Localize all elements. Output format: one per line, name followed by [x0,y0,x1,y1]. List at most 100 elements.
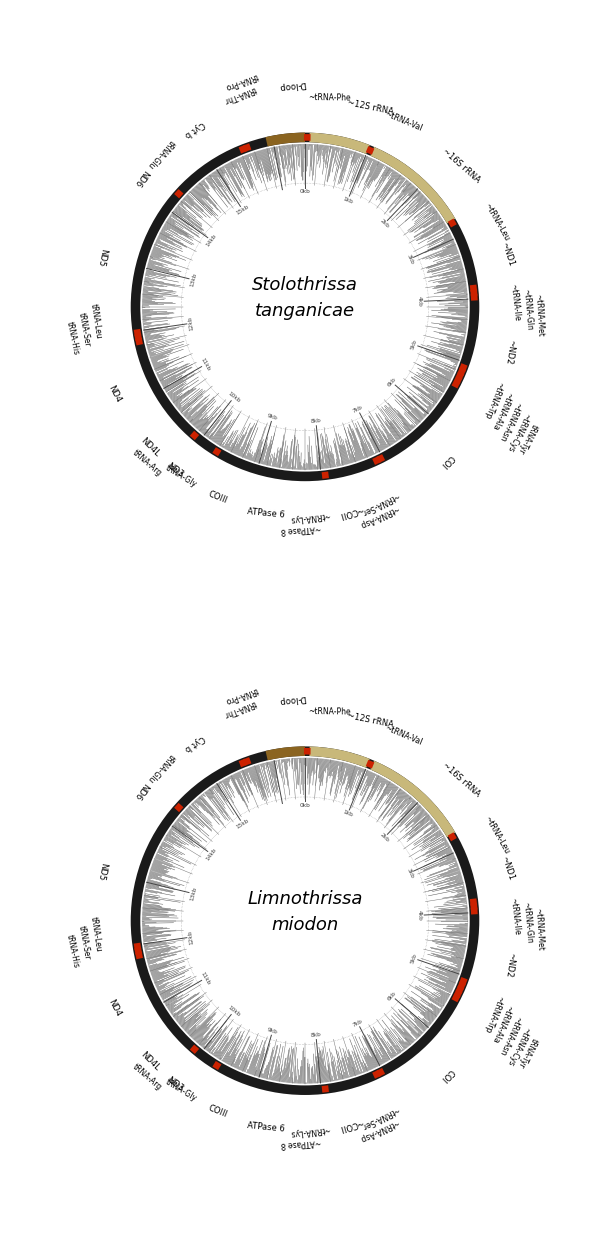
Wedge shape [265,133,305,146]
Text: 11kb: 11kb [199,357,211,372]
Text: 11kb: 11kb [199,971,211,986]
Text: 3kb: 3kb [405,253,414,265]
Text: 10kb: 10kb [227,391,241,404]
Text: ND4L: ND4L [138,436,160,459]
Text: ~ND1: ~ND1 [500,854,516,882]
Bar [448,832,457,841]
Text: ~tRNA-Ile: ~tRNA-Ile [508,898,522,935]
Bar [451,379,461,388]
Text: COIII: COIII [207,490,229,505]
Wedge shape [131,746,479,1095]
Text: ~tRNA-Val: ~tRNA-Val [384,723,423,746]
Text: ~tRNA-Ala: ~tRNA-Ala [490,1003,514,1044]
Text: ND4: ND4 [107,998,123,1018]
Text: ~tRNA-Ala: ~tRNA-Ala [490,389,514,430]
Text: COI: COI [439,453,455,469]
Wedge shape [309,133,370,154]
Text: 6kb: 6kb [387,377,397,388]
Bar [470,289,478,296]
Bar [304,134,310,141]
Bar [451,993,461,1002]
Bar [366,760,375,769]
Text: 3kb: 3kb [405,867,414,879]
Bar [471,908,478,915]
Text: 5kb: 5kb [409,952,418,965]
Text: 12kb: 12kb [188,930,195,945]
Text: ~tRNA-Trp: ~tRNA-Trp [482,993,504,1034]
Text: 2kb: 2kb [379,832,390,843]
Text: 4kb: 4kb [417,910,423,921]
Text: 14kb: 14kb [205,847,218,862]
Text: ATPase 6: ATPase 6 [247,507,285,520]
Text: Limnothrissa
miodon: Limnothrissa miodon [247,890,363,934]
Bar [321,471,329,479]
Wedge shape [309,746,370,768]
Bar [459,977,468,986]
Bar [470,284,477,291]
Text: ND5: ND5 [95,862,108,882]
Text: 7kb: 7kb [352,404,364,414]
Text: 12kb: 12kb [188,316,195,331]
Bar [243,758,251,765]
Text: ND6: ND6 [131,781,149,801]
Text: ATPase 6: ATPase 6 [247,1121,285,1133]
Text: tRNA-Arg: tRNA-Arg [131,449,163,479]
Bar [190,1044,199,1054]
Bar [239,145,247,154]
Text: tRNA-Thr: tRNA-Thr [222,698,257,719]
Bar [190,430,199,440]
Text: ~12S rRNA: ~12S rRNA [346,712,394,730]
Bar [134,947,142,955]
Text: tRNA-Glu: tRNA-Glu [146,751,176,784]
Text: tRNA-Arg: tRNA-Arg [131,1063,163,1092]
Text: 2kb: 2kb [379,218,390,229]
Text: tRNA-Glu: tRNA-Glu [146,138,176,170]
Text: ~tRNA-Cys: ~tRNA-Cys [504,1024,531,1066]
Wedge shape [370,760,455,837]
Text: 5kb: 5kb [409,339,418,351]
Text: ~tRNA-Phe: ~tRNA-Phe [307,707,351,717]
Text: ND4L: ND4L [138,1050,160,1073]
Text: 14kb: 14kb [205,233,218,248]
Bar [456,372,464,381]
Text: ~COII: ~COII [337,503,364,520]
Text: ~ND2: ~ND2 [503,339,516,365]
Text: tRNA-Pro: tRNA-Pro [224,686,259,706]
Text: Cyt b: Cyt b [183,119,206,139]
Text: 13kb: 13kb [189,272,198,288]
Text: ~ND2: ~ND2 [503,952,516,978]
Text: ~tRNA-Asp: ~tRNA-Asp [358,1117,400,1143]
Bar [174,188,184,198]
Bar [134,942,142,950]
Bar [134,329,142,336]
Text: ~tRNA-Asp: ~tRNA-Asp [358,503,400,529]
Text: Stolothrissa
tanganicae: Stolothrissa tanganicae [252,277,358,320]
Bar [448,218,457,227]
Text: ~tRNA-Val: ~tRNA-Val [384,109,423,133]
Bar [135,337,143,346]
Text: ~tRNA-Leu: ~tRNA-Leu [483,815,511,856]
Text: tRNA-Thr: tRNA-Thr [222,84,257,105]
Text: 4kb: 4kb [417,296,423,308]
Bar [304,748,310,755]
Text: tRNA-Ser: tRNA-Ser [77,925,92,961]
Bar [376,454,385,463]
Text: ~tRNA-Gln: ~tRNA-Gln [521,288,534,330]
Text: 9kb: 9kb [267,413,279,422]
Text: tRNA-His: tRNA-His [65,320,81,356]
Text: ND5: ND5 [95,248,108,268]
Text: 15kb: 15kb [235,818,250,830]
Text: 1kb: 1kb [342,810,354,818]
Text: 0kb: 0kb [300,804,310,808]
Bar [376,1068,385,1076]
Text: ~ND1: ~ND1 [500,241,516,268]
Bar [321,1085,329,1092]
Text: ~16S rRNA: ~16S rRNA [440,146,482,185]
Text: tRNA-Gly: tRNA-Gly [164,464,199,490]
Text: ND4: ND4 [107,384,123,404]
Text: ~tRNA-Asn: ~tRNA-Asn [497,1014,522,1056]
Text: ND6: ND6 [131,167,149,187]
Bar [366,146,375,155]
Wedge shape [131,133,479,481]
Text: ND3: ND3 [165,1075,185,1094]
